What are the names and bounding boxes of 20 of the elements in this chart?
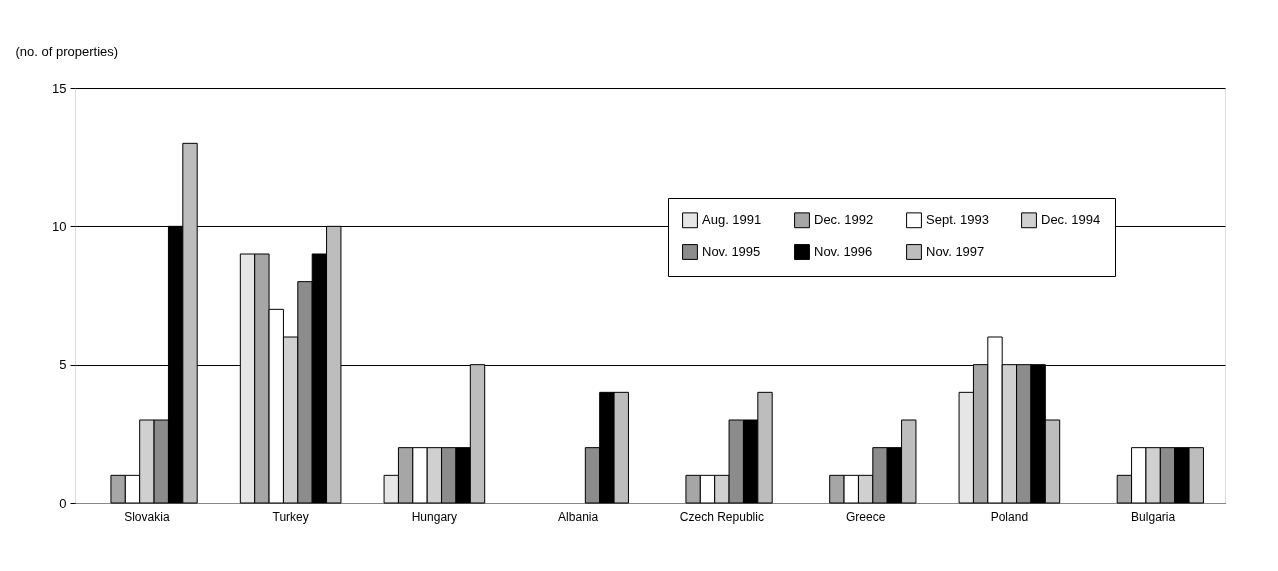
legend-label: Sept. 1993	[926, 212, 989, 228]
x-tick-label: Poland	[990, 509, 1029, 524]
legend-label: Nov. 1996	[814, 244, 873, 259]
y-tick-label: 5	[59, 357, 67, 373]
x-tick-label: Hungary	[411, 509, 458, 524]
y-tick-label: 0	[59, 495, 67, 511]
y-tick-label: 10	[52, 218, 67, 234]
x-tick-label: Bulgaria	[1131, 509, 1176, 524]
legend-label: Nov. 1995	[702, 244, 761, 259]
x-tick-label: Slovakia	[124, 509, 170, 524]
x-tick-label: Albania	[558, 509, 599, 524]
y-axis-title: (no. of properties)	[15, 43, 119, 59]
legend-label: Dec. 1992	[814, 212, 874, 228]
legend-label: Dec. 1994	[1041, 212, 1101, 228]
x-tick-label: Turkey	[272, 509, 309, 524]
legend-label: Nov. 1997	[926, 244, 985, 259]
legend-label: Aug. 1991	[702, 212, 762, 228]
x-tick-label: Czech Republic	[679, 509, 764, 524]
x-tick-label: Greece	[845, 509, 886, 524]
y-tick-label: 15	[52, 80, 67, 96]
